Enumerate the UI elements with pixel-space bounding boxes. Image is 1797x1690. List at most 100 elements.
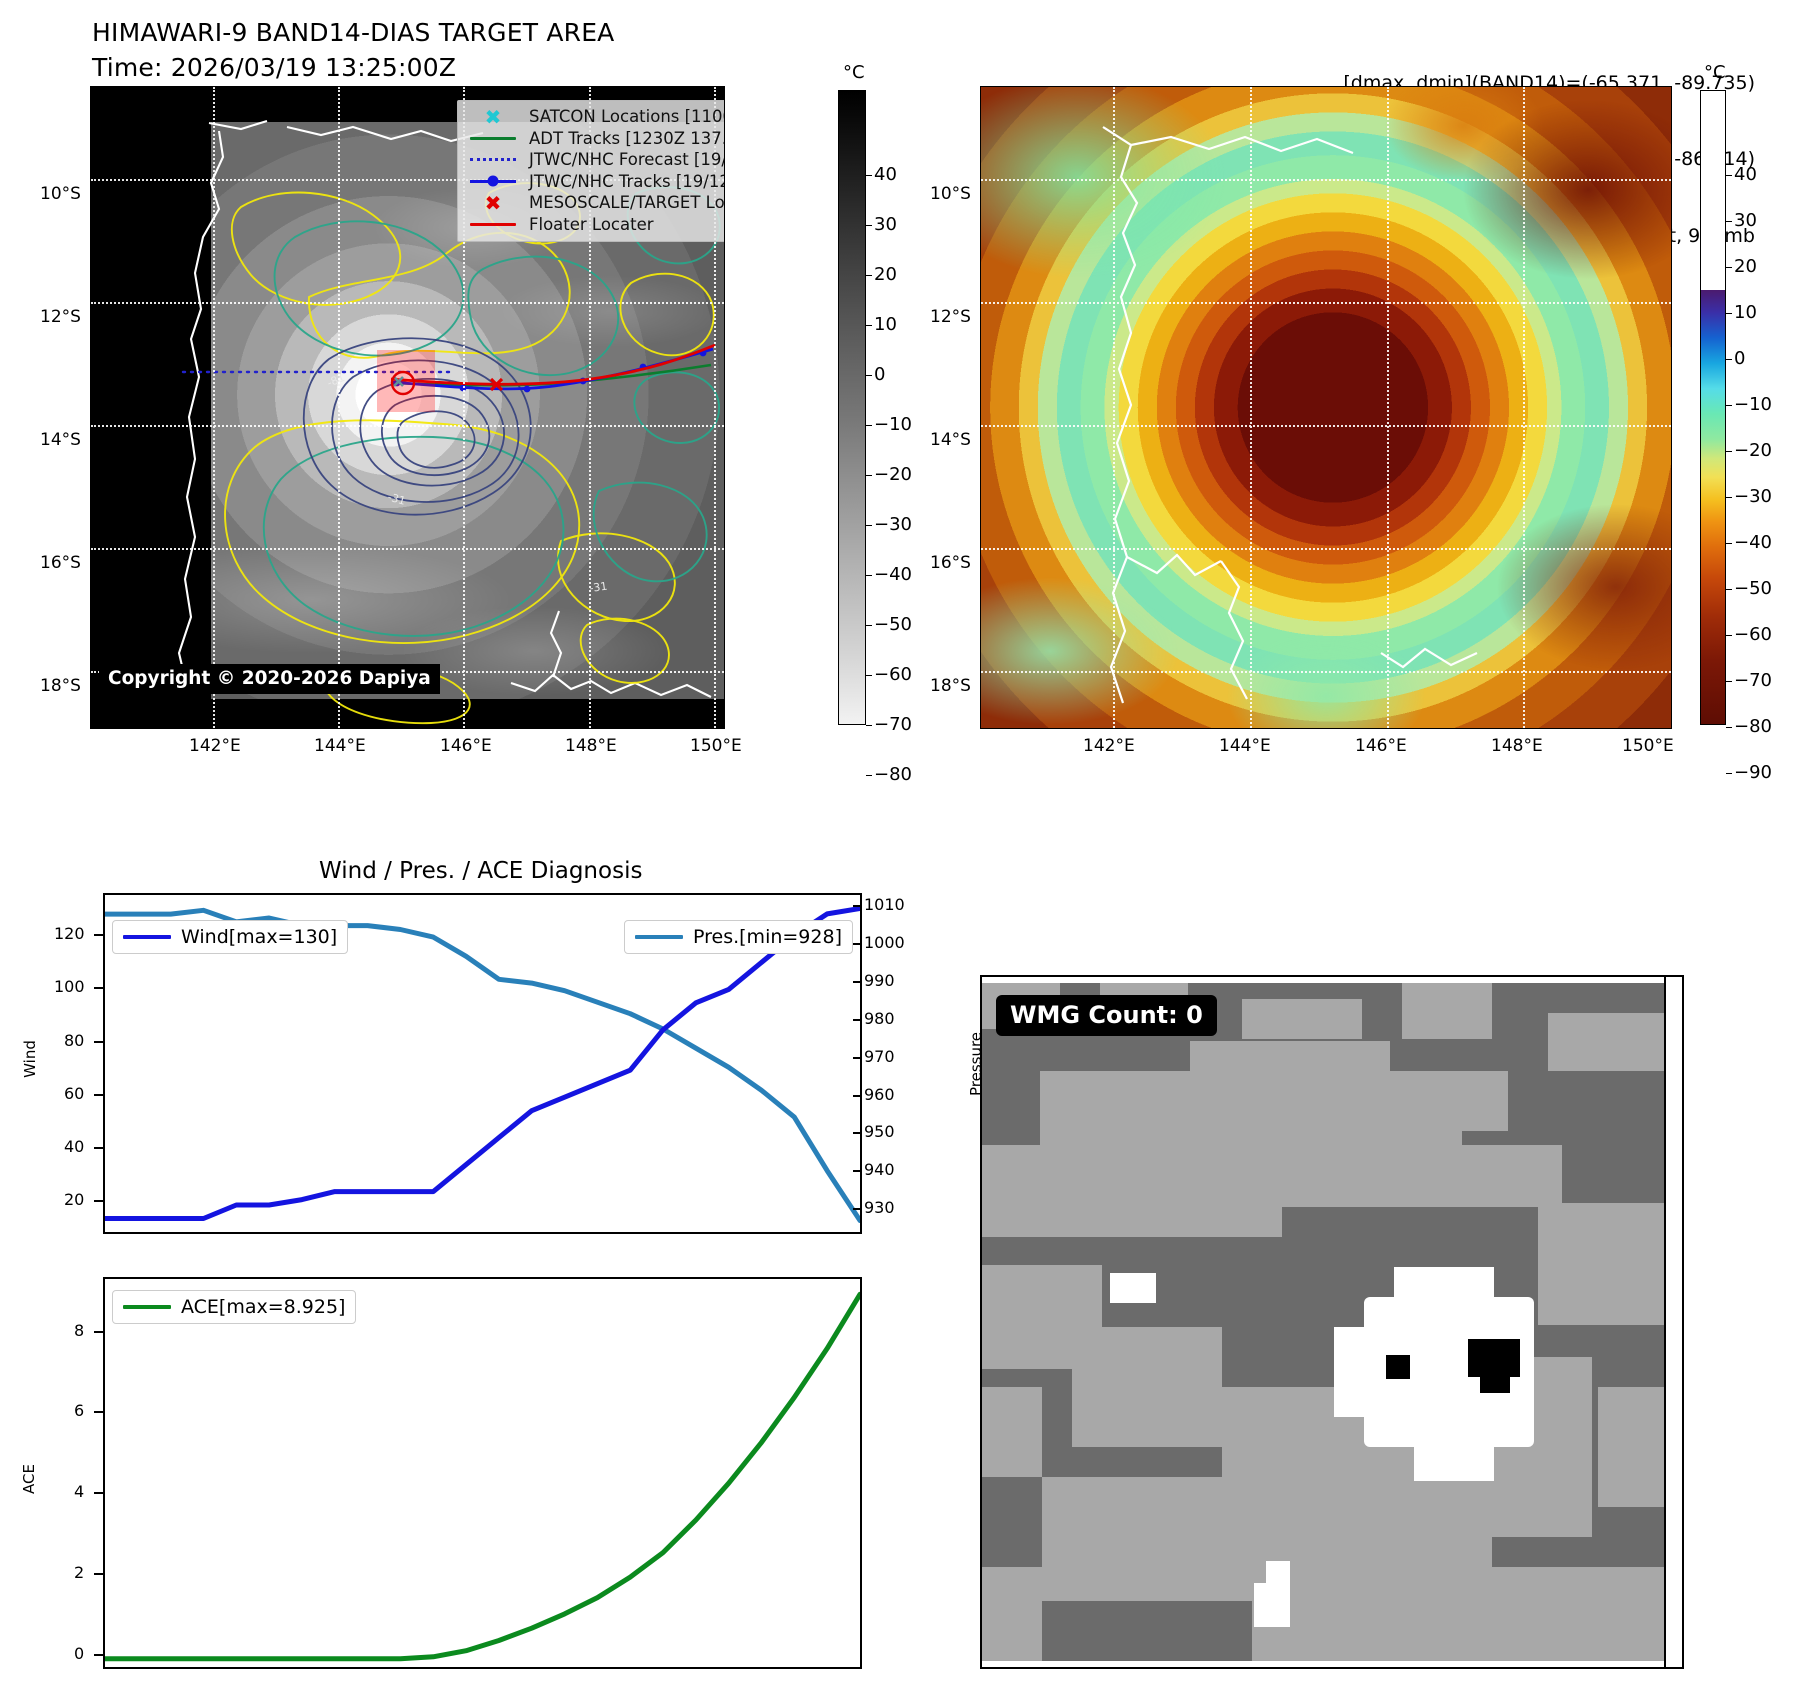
ace-chart[interactable] — [103, 1277, 862, 1669]
legend-label: MESOSCALE/TARGET Location — [529, 193, 725, 213]
legend-item-adt[interactable]: ADT Tracks [1230Z 137.4 921.1] — [466, 128, 724, 150]
ir-cbtick: −20 — [866, 464, 912, 485]
wind-pressure-lines — [105, 906, 860, 1223]
ir-lon-tick-1: 144°E — [314, 736, 366, 756]
floater-line-icon — [466, 222, 520, 226]
title-line-1: HIMAWARI-9 BAND14-DIAS TARGET AREA — [92, 18, 615, 47]
wmg-panel[interactable]: WMG Count: 0 — [980, 975, 1684, 1669]
ir-overlay-vectors: -81 -31 -31 — [177, 119, 721, 725]
chart-tick-mark — [853, 981, 862, 984]
legend-label: JTWC/NHC Forecast [19/0600Z] — [529, 150, 724, 170]
contour-label-2: -31 — [386, 490, 407, 507]
chart-tick-mark — [853, 1170, 862, 1173]
ir-cbtick: −70 — [866, 714, 912, 735]
mesoscale-x-icon: ✖ — [484, 190, 502, 215]
target-center-circle — [390, 370, 416, 396]
chart-tick-label: 60 — [64, 1083, 85, 1103]
chart-tick-mark — [94, 933, 103, 936]
chart-tick-label: 20 — [64, 1190, 85, 1210]
title-line-2: Time: 2026/03/19 13:25:00Z — [92, 53, 457, 82]
legend-label: JTWC/NHC Tracks [19/1200Z] — [529, 171, 724, 191]
chart-tick-mark — [853, 1208, 862, 1211]
legend-label: Floater Locater — [529, 214, 654, 234]
chart-tick-mark — [94, 1411, 103, 1414]
chart-tick-label: 1000 — [864, 933, 905, 953]
track-line-marker-icon — [466, 175, 520, 187]
wind-axis-label: Wind — [20, 1040, 39, 1078]
awv-cbtick: 20 — [1726, 256, 1757, 277]
awv-cbtick: −10 — [1726, 394, 1772, 415]
awv-lat-tick-4: 18°S — [930, 676, 971, 696]
chart-tick-label: 930 — [864, 1198, 895, 1218]
wmg-imagery — [982, 983, 1666, 1661]
forecast-dotted-line-icon — [466, 158, 520, 162]
ir-cbtick: −80 — [866, 764, 912, 785]
legend-item-satcon[interactable]: ✖ SATCON Locations [1100Z 143 920] — [466, 106, 724, 128]
legend-item-jtwc-forecast[interactable]: JTWC/NHC Forecast [19/0600Z] — [466, 149, 724, 171]
wind-legend[interactable]: Wind[max=130] — [112, 920, 349, 954]
awv-cbtick: 0 — [1725, 348, 1746, 369]
ace-axis-label: ACE — [19, 1464, 38, 1494]
adt-line-icon — [466, 136, 520, 140]
ir-lat-tick-3: 16°S — [40, 553, 81, 573]
target-area-box — [377, 350, 435, 412]
pressure-legend[interactable]: Pres.[min=928] — [624, 920, 853, 954]
page-title: HIMAWARI-9 BAND14-DIAS TARGET AREA Time:… — [92, 18, 615, 82]
awv-cbtick: −30 — [1726, 486, 1772, 507]
awv-cbtick: −40 — [1726, 532, 1772, 553]
chart-tick-mark — [94, 1040, 103, 1043]
legend-item-mesoscale[interactable]: ✖ MESOSCALE/TARGET Location — [466, 190, 725, 215]
chart-tick-mark — [94, 1200, 103, 1203]
ir-lon-tick-4: 150°E — [690, 736, 742, 756]
awv-cbtick: −20 — [1726, 440, 1772, 461]
chart-tick-label: 1010 — [864, 895, 905, 915]
pressure-legend-swatch — [635, 934, 683, 940]
awv-lat-tick-1: 12°S — [930, 307, 971, 327]
ir-legend[interactable]: ✖ SATCON Locations [1100Z 143 920] ADT T… — [457, 100, 725, 242]
awv-cbtick: 30 — [1726, 210, 1757, 231]
chart-tick-mark — [853, 1056, 862, 1059]
chart-tick-label: 6 — [74, 1401, 85, 1421]
awv-cbtick: −90 — [1726, 762, 1772, 783]
ir-cbtick: −40 — [866, 564, 912, 585]
awv-cbtick: −70 — [1726, 670, 1772, 691]
contour-label-3: -31 — [589, 580, 609, 595]
legend-item-floater[interactable]: Floater Locater — [466, 214, 724, 236]
awv-lat-tick-2: 14°S — [930, 430, 971, 450]
awv-colorbar-unit: °C — [1704, 62, 1726, 83]
awv-cbtick: 10 — [1726, 302, 1757, 323]
ir-satellite-panel[interactable]: -81 -31 -31 — [90, 86, 725, 729]
ir-colorbar-unit: °C — [843, 62, 865, 83]
chart-tick-label: 990 — [864, 971, 895, 991]
awv-satellite-panel[interactable] — [980, 86, 1672, 729]
ir-cbtick: 20 — [866, 264, 897, 285]
chart-tick-label: 4 — [74, 1482, 85, 1502]
contour-label-1: -81 — [325, 371, 347, 390]
chart-tick-mark — [853, 943, 862, 946]
chart-tick-mark — [94, 987, 103, 990]
ir-cbtick: 0 — [865, 364, 886, 385]
awv-cbtick: −60 — [1726, 624, 1772, 645]
chart-tick-mark — [853, 1018, 862, 1021]
chart-tick-label: 80 — [64, 1030, 85, 1050]
awv-lon-tick-4: 150°E — [1622, 736, 1674, 756]
wind-legend-swatch — [123, 934, 171, 940]
chart-tick-label: 8 — [74, 1320, 85, 1340]
chart-tick-mark — [94, 1573, 103, 1576]
ace-legend-label: ACE[max=8.925] — [181, 1296, 346, 1318]
awv-cbtick: 40 — [1726, 164, 1757, 185]
pressure-legend-label: Pres.[min=928] — [693, 926, 842, 948]
wmg-cells — [982, 983, 1666, 1661]
ir-cbtick: 40 — [866, 164, 897, 185]
ir-cbtick: 10 — [866, 314, 897, 335]
ace-legend[interactable]: ACE[max=8.925] — [112, 1290, 357, 1324]
mesoscale-target-marker — [489, 377, 504, 392]
copyright-notice: Copyright © 2020-2026 Dapiya — [99, 664, 440, 694]
chart-tick-label: 40 — [64, 1137, 85, 1157]
ir-lat-tick-1: 12°S — [40, 307, 81, 327]
chart-tick-mark — [94, 1330, 103, 1333]
legend-item-jtwc-tracks[interactable]: JTWC/NHC Tracks [19/1200Z] — [466, 171, 724, 193]
ir-lon-tick-2: 146°E — [440, 736, 492, 756]
wmg-count-badge: WMG Count: 0 — [996, 995, 1217, 1036]
